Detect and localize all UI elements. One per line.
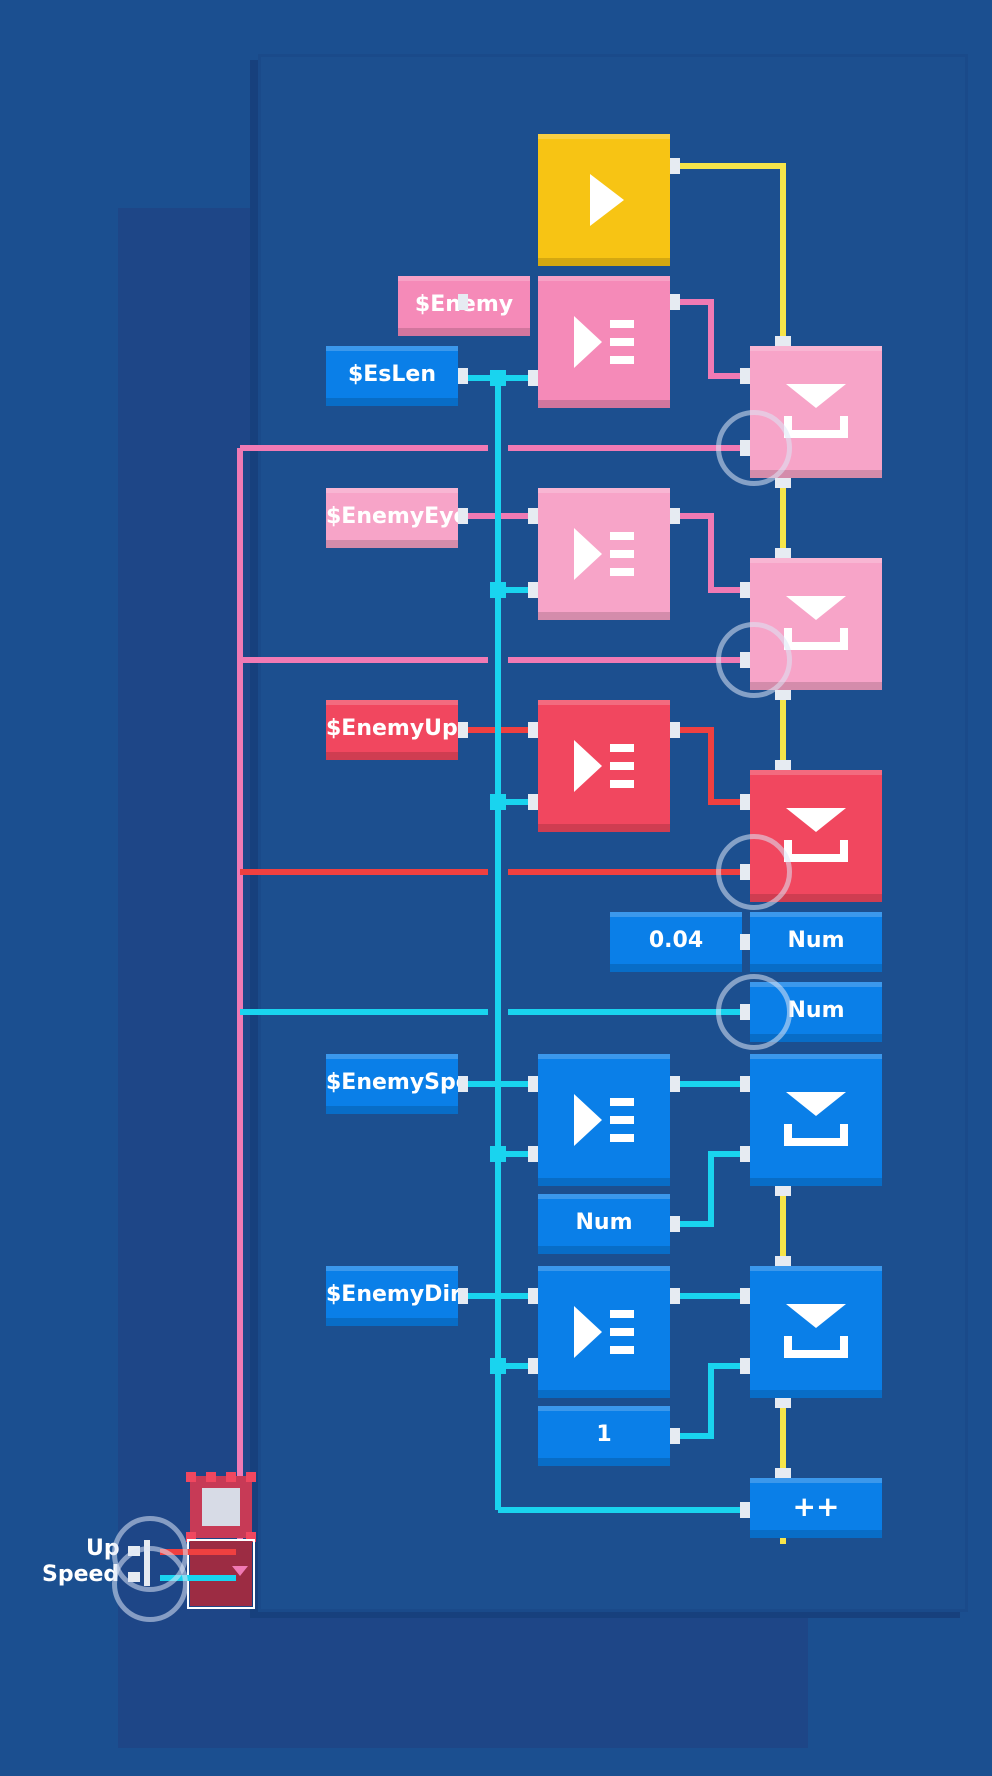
port-highlight [716,622,792,698]
list-get-icon [574,1094,634,1146]
num-block[interactable]: Num [538,1194,670,1254]
list-set-icon [784,1304,848,1358]
list-get-block[interactable] [538,700,670,832]
port-highlight [112,1546,188,1622]
data-wire [670,1151,750,1227]
port-highlight [716,834,792,910]
list-get-icon [574,528,634,580]
chip-icon [186,1472,256,1609]
list-set-icon [784,1092,848,1146]
wire-junction [490,794,506,810]
wire-junction [490,1358,506,1374]
data-wire [670,727,750,805]
data-wire [670,1363,750,1439]
number-one[interactable]: 1 [538,1406,670,1466]
list-get-icon [574,740,634,792]
start-block[interactable] [538,134,670,266]
wire-junction [490,370,506,386]
exec-wire [670,163,786,340]
list-get-icon [574,1306,634,1358]
port-label-speed: Speed [42,1562,120,1587]
variable-enemy-dir[interactable]: $EnemyDir [326,1266,458,1326]
list-set-icon [784,808,848,862]
play-icon [590,174,624,226]
list-get-block[interactable] [538,488,670,620]
variable-enemy-speed[interactable]: $EnemySpeed [326,1054,458,1114]
variable-eslen[interactable]: $EsLen [326,346,458,406]
num-block[interactable]: Num [750,912,882,972]
list-get-icon [574,316,634,368]
port-highlight [716,410,792,486]
wire-junction [490,582,506,598]
wire-junction [490,1146,506,1162]
data-wire [670,299,750,379]
list-get-block[interactable] [538,1266,670,1398]
list-set-block[interactable] [750,1054,882,1186]
chip-block[interactable] [186,1470,256,1610]
list-set-icon [784,384,848,438]
variable-enemy-eye[interactable]: $EnemyEye [326,488,458,548]
list-set-block[interactable] [750,1266,882,1398]
list-get-block[interactable] [538,1054,670,1186]
data-wire [670,513,750,593]
list-set-icon [784,596,848,650]
variable-enemy-up[interactable]: $EnemyUp [326,700,458,760]
increment-block[interactable]: ++ [750,1478,882,1538]
list-set-block[interactable] [750,558,882,690]
number-004[interactable]: 0.04 [610,912,742,972]
list-get-block[interactable] [538,276,670,408]
port-highlight [716,974,792,1050]
